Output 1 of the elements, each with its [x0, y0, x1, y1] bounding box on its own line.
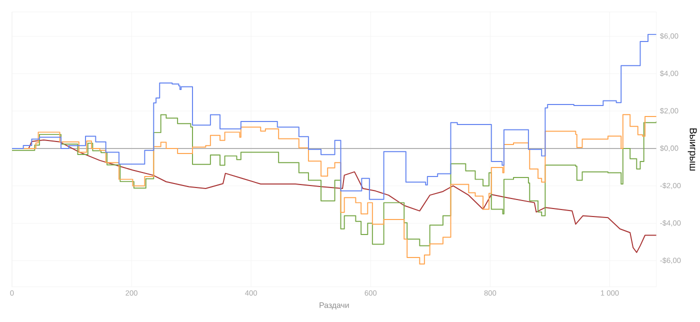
y-axis-title: Выигрыш	[688, 128, 697, 171]
